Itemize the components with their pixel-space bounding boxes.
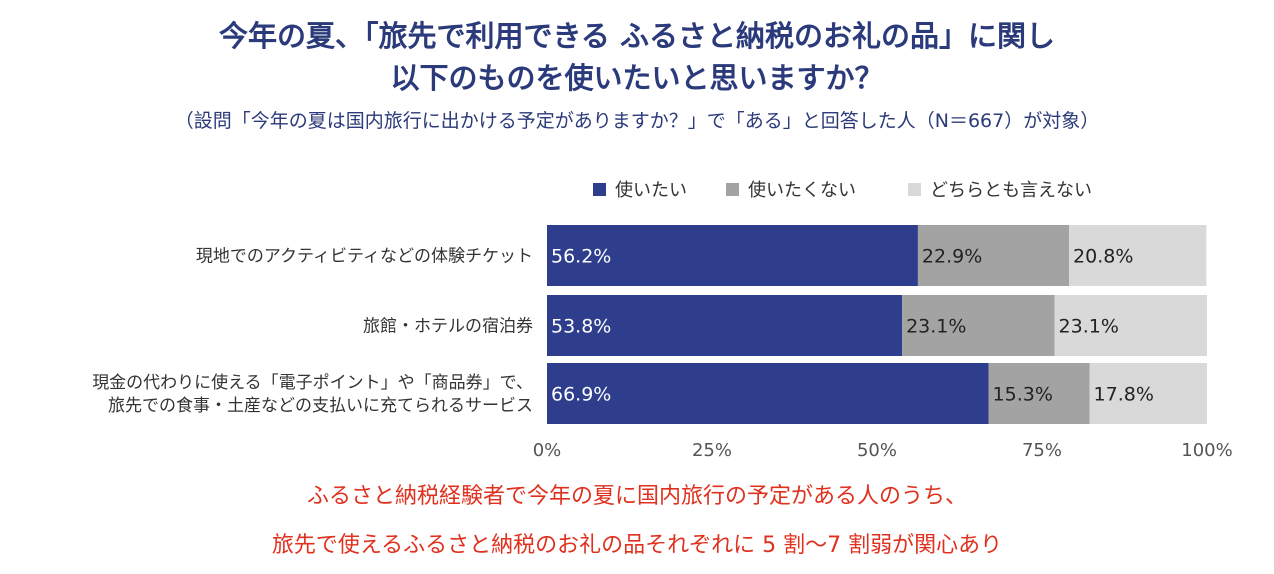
x-tick-label: 100%: [1181, 440, 1232, 461]
bar-segment: [1069, 225, 1207, 286]
x-tick-label: 25%: [692, 440, 732, 461]
legend-label: 使いたくない: [748, 180, 856, 201]
legend-label: 使いたい: [615, 180, 687, 201]
category-label: 旅館・ホテルの宿泊券: [363, 317, 533, 337]
bar-segment: [917, 225, 1070, 286]
bar-segment: [902, 295, 1055, 356]
data-label: 22.9%: [922, 246, 982, 268]
chart-subtitle: （設問「今年の夏は国内旅行に出かける予定がありますか？」で「ある」と回答した人（…: [174, 110, 1100, 132]
bar-segment: [988, 363, 1090, 424]
chart-title-line1: 今年の夏、「旅先で利用できる ふるさと納税のお礼の品」に関し: [218, 19, 1056, 53]
bar-segment: [547, 225, 918, 286]
legend-label: どちらとも言えない: [930, 180, 1092, 201]
data-label: 66.9%: [551, 384, 611, 406]
legend-swatch: [908, 183, 921, 196]
category-label: 旅先での食事・土産などの支払いに充てられるサービス: [108, 396, 533, 416]
bar-segment: [547, 295, 903, 356]
x-tick-label: 0%: [533, 440, 562, 461]
bar-segment: [1089, 363, 1207, 424]
x-tick-label: 50%: [857, 440, 897, 461]
category-label: 現地でのアクティビティなどの体験チケット: [196, 247, 533, 267]
chart-title-line2: 以下のものを使いたいと思いますか？: [390, 61, 884, 95]
bar-segment: [1054, 295, 1207, 356]
category-label: 現金の代わりに使える「電子ポイント」や「商品券」で、: [92, 372, 533, 393]
data-label: 15.3%: [993, 384, 1053, 406]
data-label: 20.8%: [1073, 246, 1133, 268]
legend-swatch: [726, 183, 739, 196]
data-label: 23.1%: [906, 316, 966, 338]
stacked-bar-chart: 56.2% 22.9% 20.8% 現地でのアクティビティなどの体験チケット 53.8%…: [92, 180, 1233, 461]
bar-segment: [547, 363, 989, 424]
data-label: 56.2%: [551, 246, 611, 268]
data-label: 23.1%: [1059, 316, 1119, 338]
footer-note-line1: ふるさと納税経験者で今年の夏に国内旅行の予定がある人のうち、: [306, 484, 967, 509]
x-tick-label: 75%: [1022, 440, 1062, 461]
footer-note-line2: 旅先で使えるふるさと納税のお礼の品それぞれに 5 割〜7 割弱が関心あり: [271, 533, 1003, 558]
data-label: 53.8%: [551, 316, 611, 338]
legend-swatch: [593, 183, 606, 196]
data-label: 17.8%: [1094, 384, 1154, 406]
